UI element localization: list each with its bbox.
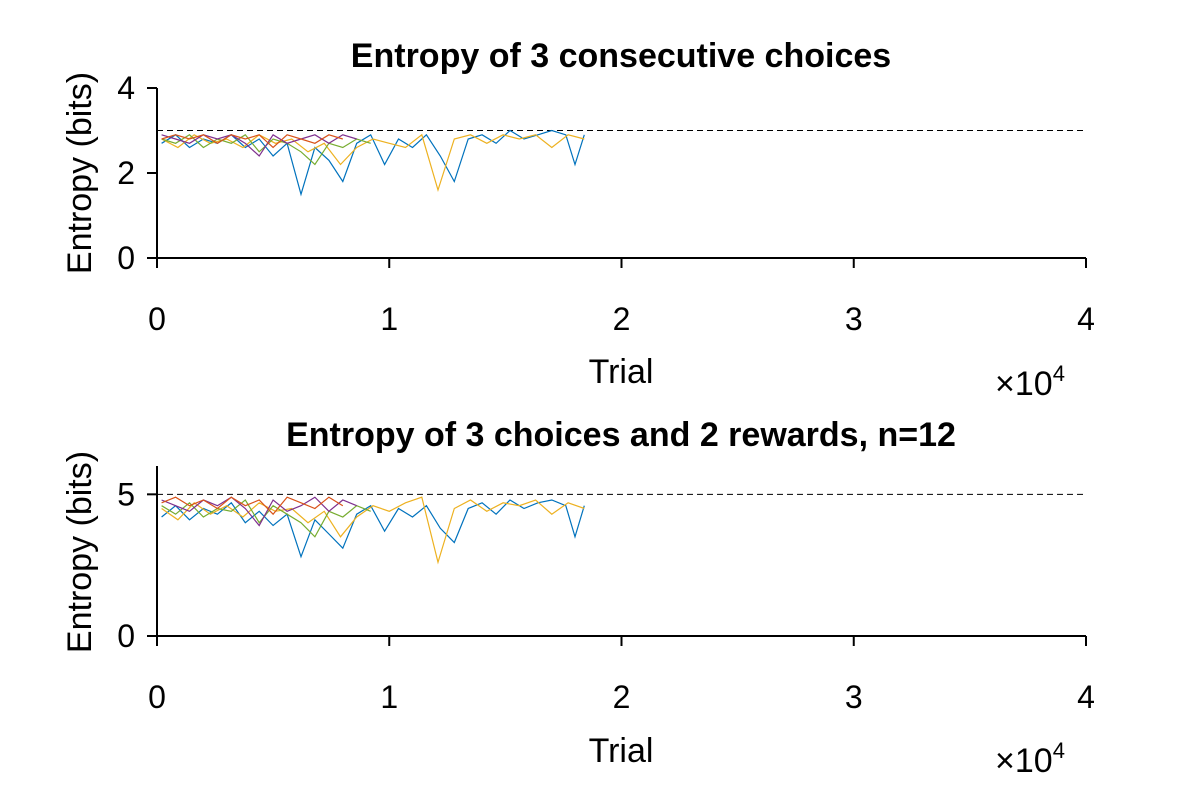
series-line-3 bbox=[161, 499, 371, 538]
x-tick-label: 0 bbox=[148, 679, 166, 715]
series-line-4 bbox=[161, 133, 357, 157]
x-axis-label: Trial bbox=[589, 732, 654, 770]
top-panel: Entropy of 3 consecutive choices Entropy… bbox=[61, 37, 1095, 403]
x-tick-label: 3 bbox=[845, 301, 863, 337]
y-tick-label: 0 bbox=[117, 240, 135, 276]
series-line-2 bbox=[161, 133, 585, 193]
series-line-5 bbox=[161, 134, 343, 149]
x-tick-label: 4 bbox=[1077, 301, 1095, 337]
series-line-3 bbox=[161, 134, 371, 166]
series-line-4 bbox=[161, 496, 357, 527]
x-tick-label: 0 bbox=[148, 301, 166, 337]
x-multiplier-base: ×10 bbox=[995, 742, 1053, 780]
x-tick-label: 4 bbox=[1077, 679, 1095, 715]
y-tick-label: 0 bbox=[117, 618, 135, 654]
x-multiplier-exponent: 4 bbox=[1053, 738, 1065, 763]
x-multiplier-label: ×104 bbox=[995, 738, 1065, 780]
x-multiplier-base: ×10 bbox=[995, 365, 1053, 403]
x-tick-label: 2 bbox=[613, 301, 631, 337]
y-tick-label: 2 bbox=[117, 155, 135, 191]
series-line-2 bbox=[161, 496, 585, 565]
y-tick-label: 4 bbox=[117, 70, 135, 106]
x-tick-label: 3 bbox=[845, 679, 863, 715]
x-multiplier-exponent: 4 bbox=[1053, 361, 1065, 386]
y-tick-label: 5 bbox=[117, 476, 135, 512]
x-tick-label: 2 bbox=[613, 679, 631, 715]
bottom-panel: Entropy of 3 choices and 2 rewards, n=12… bbox=[61, 416, 1095, 780]
chart-title: Entropy of 3 consecutive choices bbox=[351, 37, 891, 75]
y-axis-label: Entropy (bits) bbox=[61, 72, 99, 274]
x-axis-label: Trial bbox=[589, 353, 654, 391]
series-line-5 bbox=[161, 496, 344, 516]
y-axis-label: Entropy (bits) bbox=[61, 451, 99, 653]
series-line-1 bbox=[161, 129, 585, 197]
x-tick-label: 1 bbox=[380, 301, 398, 337]
x-multiplier-label: ×104 bbox=[995, 361, 1065, 403]
series-line-1 bbox=[161, 499, 585, 559]
chart-title: Entropy of 3 choices and 2 rewards, n=12 bbox=[286, 416, 956, 454]
x-tick-label: 1 bbox=[380, 679, 398, 715]
